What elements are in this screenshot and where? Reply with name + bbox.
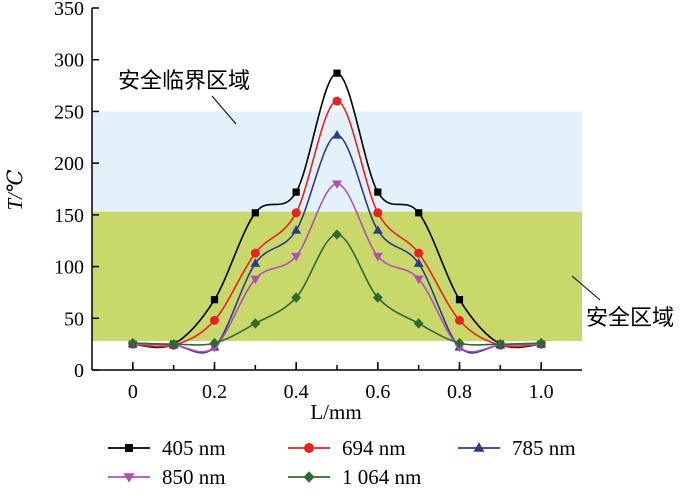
data-point (413, 258, 424, 267)
data-point (455, 296, 464, 304)
data-point (209, 337, 220, 349)
region-label-safe: 安全区域 (586, 306, 674, 331)
data-point (372, 225, 383, 234)
data-point (454, 337, 465, 349)
data-point (127, 337, 138, 349)
legend-label: 405 nm (162, 436, 226, 460)
x-tick-label: 0.2 (202, 381, 227, 403)
legend-item-2: 785 nm (458, 436, 576, 460)
x-tick-label: 0.4 (284, 381, 309, 403)
data-point (332, 96, 342, 106)
legend-marker (123, 473, 135, 483)
legend-label: 694 nm (342, 436, 406, 460)
data-point (333, 69, 341, 77)
data-point (536, 337, 547, 349)
region-layer (92, 111, 582, 342)
data-point (291, 225, 302, 234)
data-point (372, 252, 383, 262)
data-point (210, 315, 219, 325)
legend-marker (304, 443, 314, 453)
data-point (250, 318, 261, 329)
data-point (414, 248, 424, 258)
data-point (291, 208, 301, 218)
data-point (495, 338, 506, 350)
legend-item-3: 850 nm (108, 465, 226, 489)
y-axis-label: T/℃ (3, 169, 27, 211)
data-point (168, 338, 179, 350)
legend-item-0: 405 nm (108, 436, 226, 460)
y-tick-label: 0 (74, 360, 84, 382)
region-label-leader (571, 275, 601, 301)
x-tick-label: 0.6 (365, 381, 390, 403)
series-layer (127, 69, 547, 354)
data-point (413, 318, 424, 329)
y-tick-label: 50 (64, 308, 84, 330)
data-point (292, 188, 300, 196)
data-point (332, 229, 342, 240)
legend-item-1: 694 nm (288, 436, 406, 460)
legend-label: 850 nm (162, 465, 226, 489)
y-tick-label: 100 (54, 257, 84, 279)
data-point (413, 275, 424, 285)
region-label-leader (211, 95, 237, 125)
data-point (332, 180, 342, 190)
region-label-critical: 安全临界区域 (118, 69, 250, 94)
data-point (250, 275, 261, 285)
y-tick-label: 250 (54, 101, 84, 123)
x-tick-label: 0 (128, 381, 138, 403)
series-4 (127, 229, 547, 350)
data-point (415, 209, 423, 217)
y-tick-label: 350 (54, 0, 84, 20)
legend-marker (303, 471, 315, 483)
data-point (250, 248, 260, 258)
y-tick-label: 200 (54, 153, 84, 175)
legend: 405 nm 694 nm 785 nm 850 nm 1 064 nm (108, 436, 576, 489)
data-point (374, 188, 382, 196)
x-tick-label: 1.0 (529, 381, 554, 403)
legend-item-4: 1 064 nm (288, 465, 421, 489)
data-point (372, 292, 383, 303)
data-point (455, 315, 464, 325)
data-point (373, 208, 383, 218)
data-point (332, 130, 342, 139)
legend-marker (473, 442, 485, 452)
axes: 0 50 100 150 200 250 300 350 0 0.2 0.4 0.6 0.8 1.0 (54, 0, 582, 403)
data-point (291, 292, 302, 303)
y-tick-label: 150 (54, 205, 84, 227)
region-band-0 (92, 111, 582, 212)
data-point (291, 252, 302, 262)
x-axis-label: L/mm (310, 400, 361, 424)
legend-label: 1 064 nm (342, 465, 421, 489)
data-point (250, 258, 261, 267)
data-point (251, 209, 259, 217)
legend-marker (125, 444, 133, 452)
x-tick-label: 0.8 (447, 381, 472, 403)
data-point (210, 296, 219, 304)
legend-label: 785 nm (512, 436, 576, 460)
y-tick-label: 300 (54, 50, 84, 72)
